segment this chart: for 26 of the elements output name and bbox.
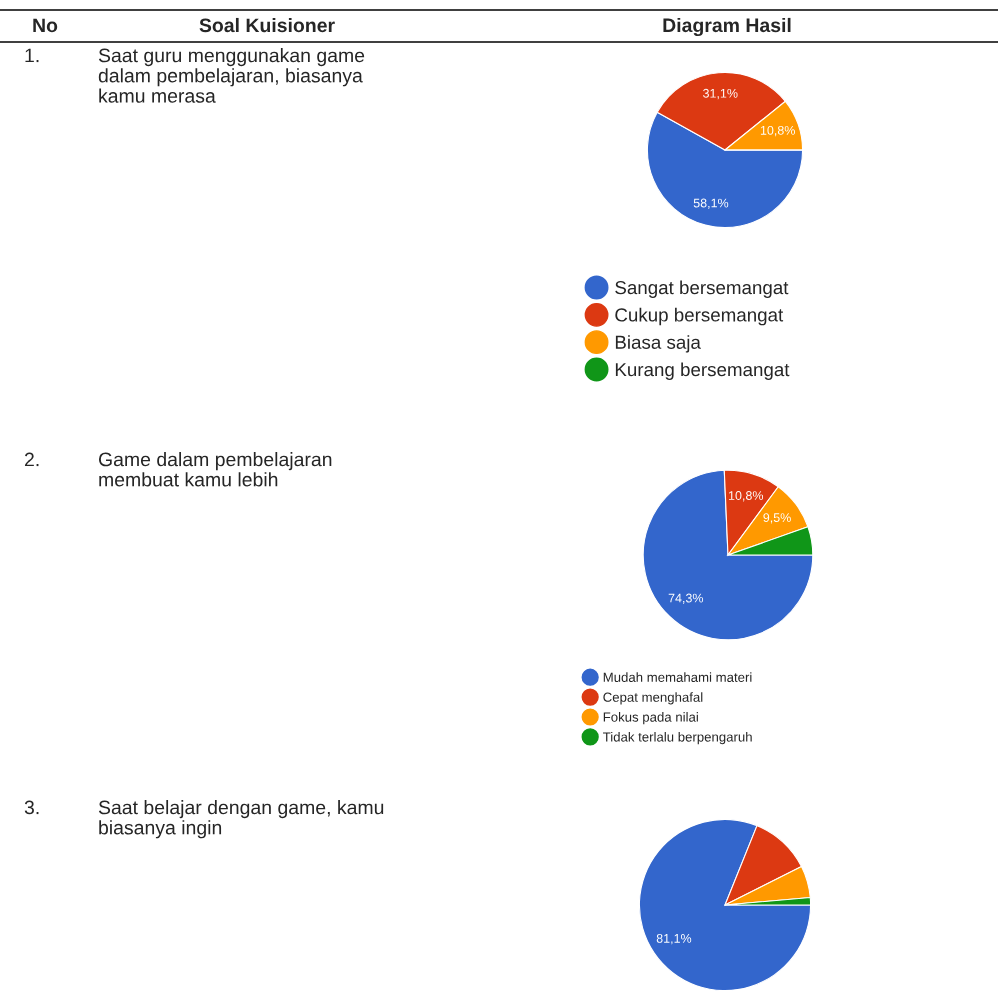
legend-label: Fokus pada nilai: [603, 712, 698, 725]
data-label: 31,1%: [703, 88, 738, 100]
text: Soal Kuisioner: [199, 17, 335, 33]
data-label: 10,8%: [729, 491, 764, 502]
data-label: 10,8%: [760, 125, 795, 137]
text: Game dalam pembelajaran membuat kamu lebih: [98, 452, 332, 487]
text: 1.: [25, 48, 39, 63]
data-label: 9,5%: [763, 513, 791, 524]
text: Saat guru menggunakan game dalam pembelajaran, biasanya kamu merasa: [98, 48, 365, 103]
legend-label: Sangat bersemangat: [615, 280, 789, 298]
legend-label: Tidak terlalu berpengaruh: [603, 731, 752, 745]
text: No: [33, 18, 58, 33]
text: Diagram Hasil: [663, 17, 791, 37]
legend-label: Mudah memahami materi: [603, 672, 752, 682]
legend-label: Kurang bersemangat: [615, 362, 790, 380]
legend-label: Cukup bersemangat: [615, 307, 784, 326]
pie-slice: [638, 818, 812, 992]
data-label: 58,1%: [693, 198, 729, 209]
text: 3.: [24, 800, 39, 815]
data-label: 74,3%: [668, 593, 704, 604]
text: 2.: [24, 452, 39, 467]
text: Saat belajar dengan game, kamu biasanya ingin: [98, 800, 384, 839]
pie-slice: [642, 469, 814, 641]
legend-label: Cepat menghafal: [603, 692, 703, 705]
data-label: 81,1%: [656, 933, 692, 945]
legend-label: Biasa saja: [615, 335, 701, 353]
